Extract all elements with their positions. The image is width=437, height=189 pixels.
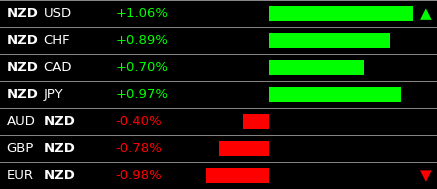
Text: +1.06%: +1.06% <box>116 7 169 20</box>
Bar <box>269 88 401 101</box>
Bar <box>269 33 390 47</box>
Text: NZD: NZD <box>7 88 38 101</box>
Text: JPY: JPY <box>44 88 63 101</box>
Bar <box>243 115 269 129</box>
Text: +0.70%: +0.70% <box>116 61 169 74</box>
Text: ▲: ▲ <box>420 6 432 21</box>
Text: NZD: NZD <box>44 142 76 155</box>
Text: NZD: NZD <box>7 7 38 20</box>
Text: EUR: EUR <box>7 169 34 182</box>
Text: +0.89%: +0.89% <box>116 34 169 47</box>
Text: NZD: NZD <box>7 34 38 47</box>
Bar <box>269 60 364 74</box>
Text: CAD: CAD <box>44 61 72 74</box>
Bar <box>206 168 269 183</box>
Text: -0.40%: -0.40% <box>116 115 163 128</box>
Text: AUD: AUD <box>7 115 35 128</box>
Text: USD: USD <box>44 7 72 20</box>
Text: GBP: GBP <box>7 142 34 155</box>
Text: NZD: NZD <box>44 115 76 128</box>
Bar <box>269 6 413 21</box>
Text: -0.98%: -0.98% <box>116 169 163 182</box>
Text: CHF: CHF <box>44 34 70 47</box>
Text: -0.78%: -0.78% <box>116 142 163 155</box>
Bar <box>219 142 269 156</box>
Text: NZD: NZD <box>44 169 76 182</box>
Text: +0.97%: +0.97% <box>116 88 169 101</box>
Text: NZD: NZD <box>7 61 38 74</box>
Text: ▼: ▼ <box>420 168 432 183</box>
